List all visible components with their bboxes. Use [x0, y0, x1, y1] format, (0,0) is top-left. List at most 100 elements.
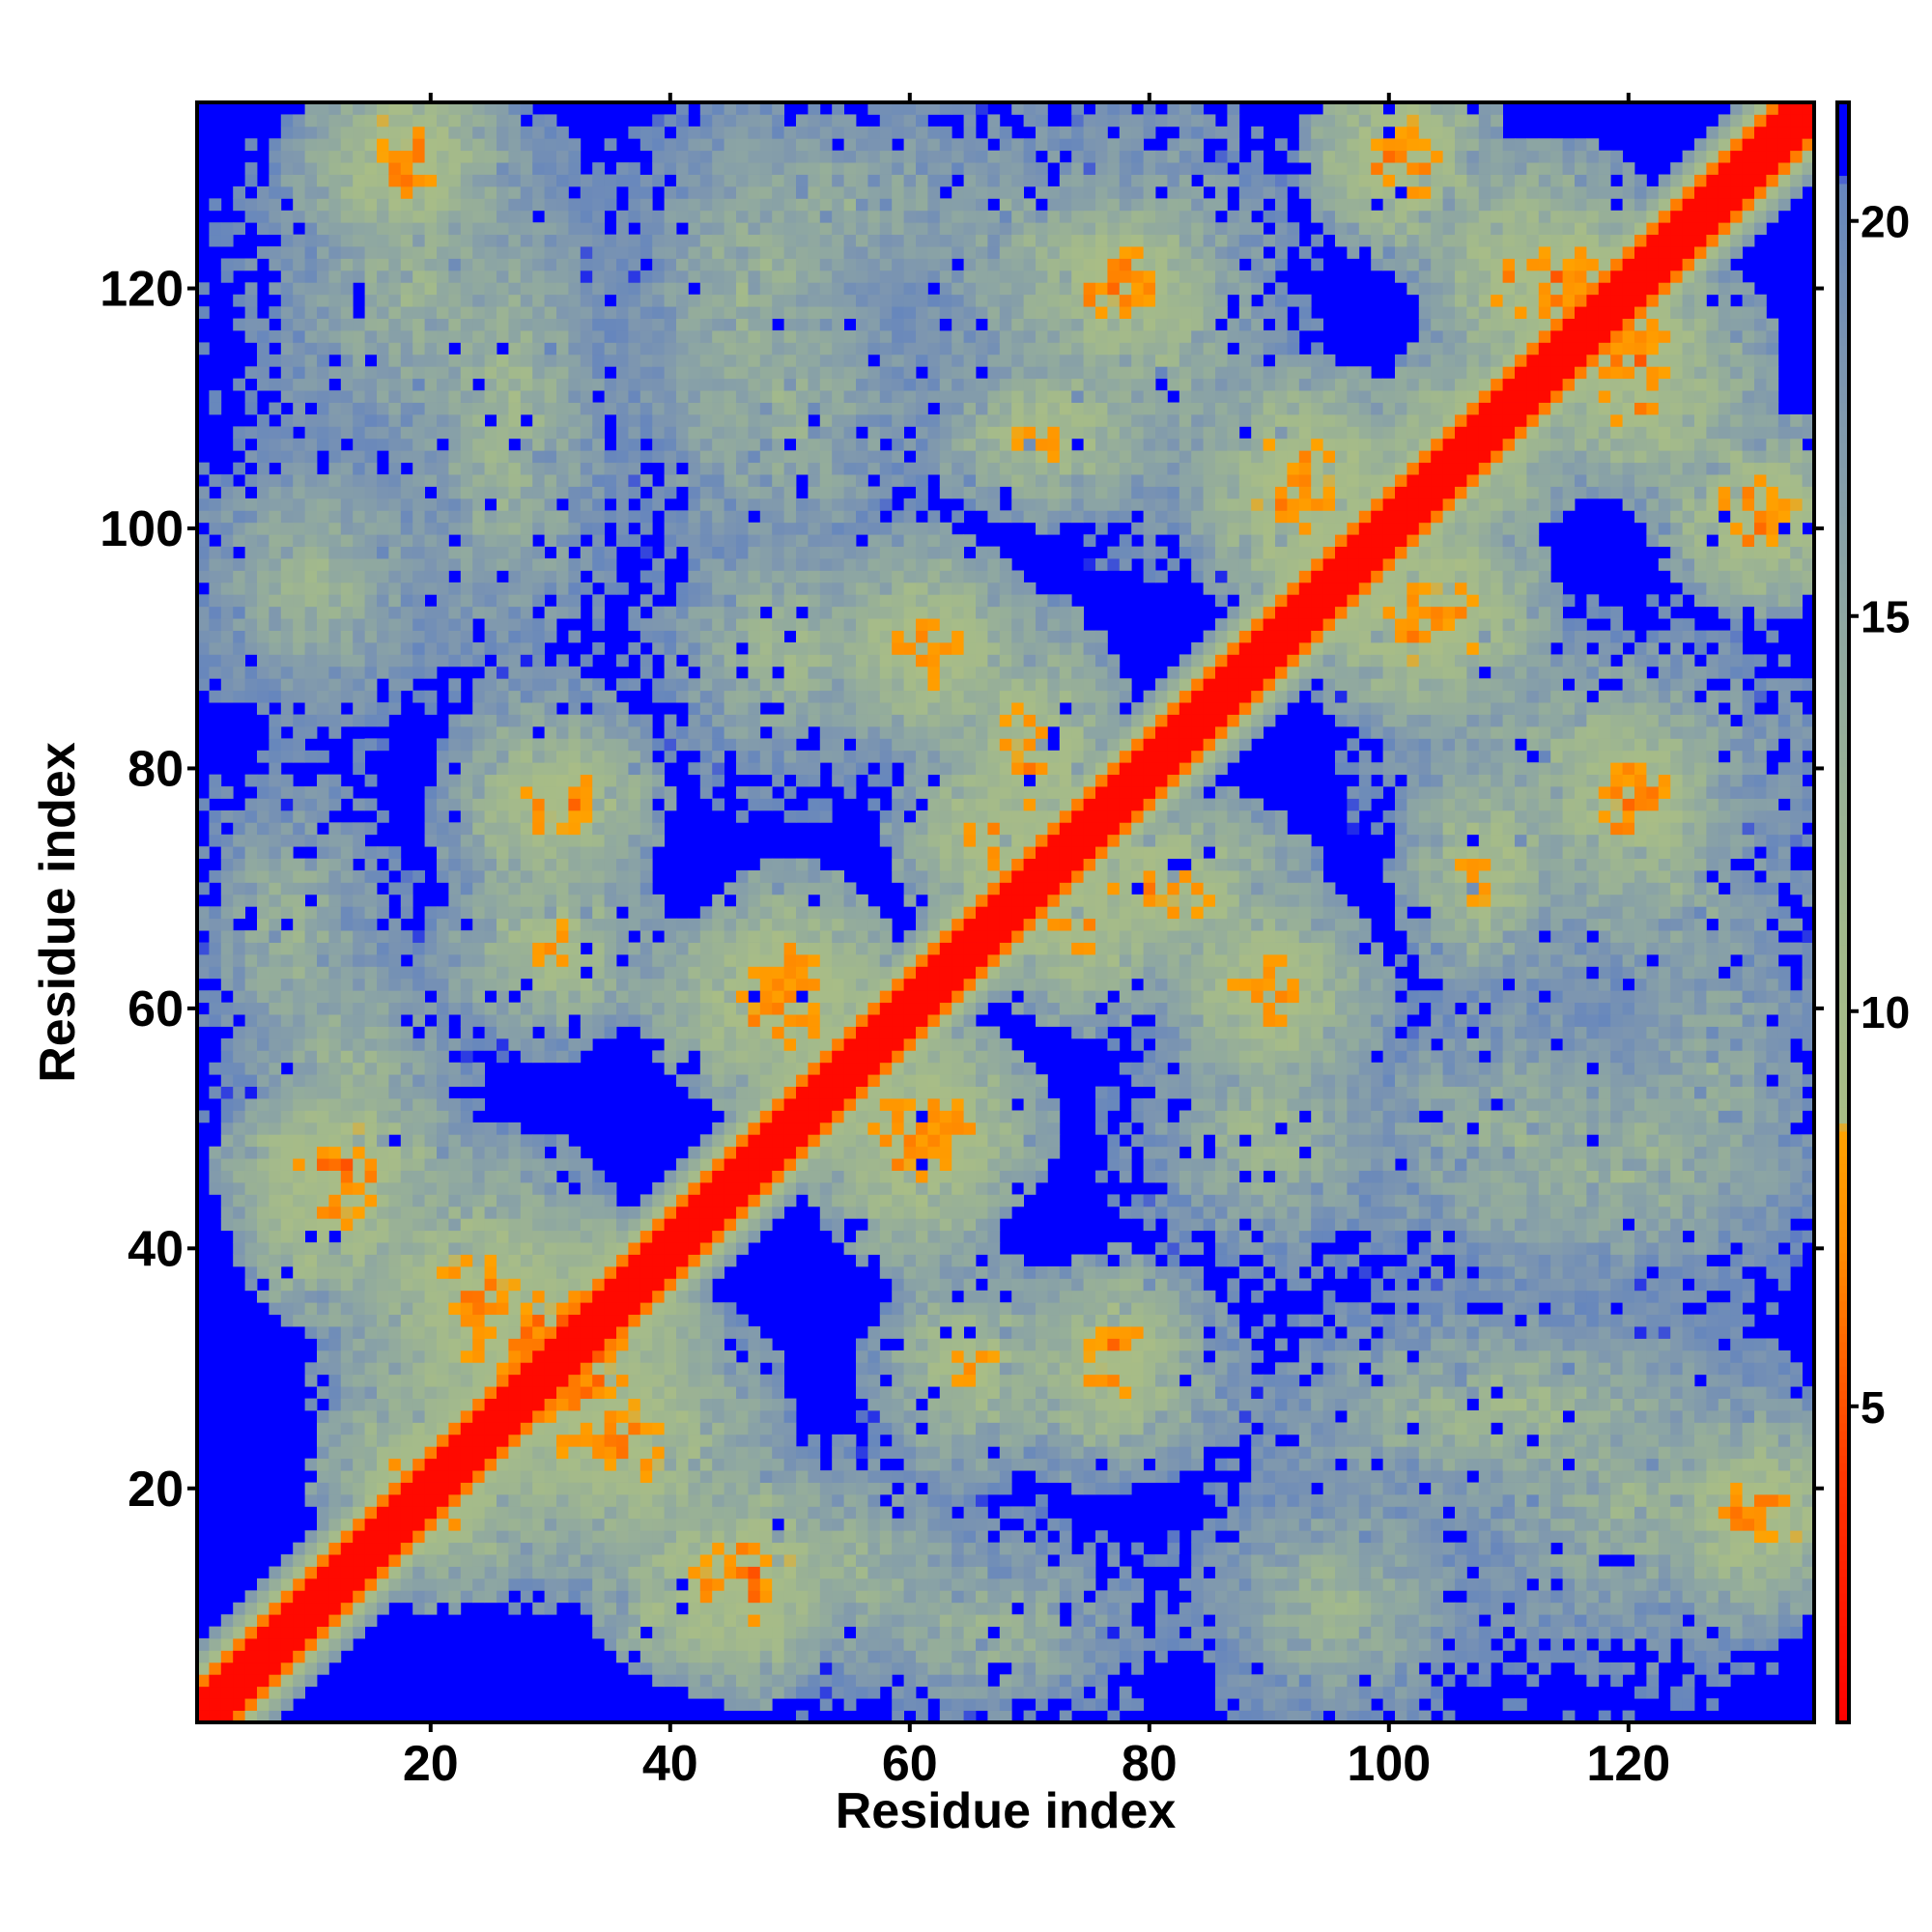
heatmap-cell	[688, 210, 701, 223]
heatmap-cell	[460, 1002, 473, 1015]
heatmap-cell	[688, 1350, 701, 1363]
heatmap-cell	[317, 522, 329, 535]
heatmap-cell	[628, 294, 641, 307]
heatmap-cell	[412, 966, 425, 980]
heatmap-cell	[400, 870, 413, 883]
heatmap-cell	[736, 606, 749, 619]
heatmap-cell	[532, 1230, 545, 1243]
heatmap-cell	[508, 1122, 522, 1135]
heatmap-cell	[364, 114, 378, 128]
heatmap-cell	[388, 966, 402, 980]
heatmap-cell	[664, 486, 677, 499]
heatmap-cell	[233, 1002, 245, 1015]
heatmap-cell	[328, 1638, 342, 1651]
heatmap-cell	[484, 642, 497, 655]
heatmap-cell	[592, 510, 605, 524]
heatmap-cell	[676, 918, 689, 931]
heatmap-cell	[364, 1386, 378, 1399]
heatmap-cell	[652, 630, 665, 643]
heatmap-cell	[748, 1410, 761, 1423]
heatmap-cell	[364, 1602, 378, 1615]
heatmap-cell	[484, 486, 497, 499]
heatmap-cell	[460, 1482, 473, 1495]
heatmap-cell	[688, 234, 701, 247]
heatmap-cell	[400, 450, 413, 464]
heatmap-cell	[580, 738, 593, 752]
heatmap-cell	[340, 522, 354, 535]
heatmap-cell	[628, 270, 641, 283]
heatmap-cell	[604, 1218, 617, 1232]
heatmap-cell	[759, 1470, 773, 1483]
heatmap-cell	[580, 354, 593, 367]
heatmap-cell	[639, 1614, 653, 1628]
heatmap-cell	[724, 953, 737, 967]
heatmap-cell	[592, 402, 605, 415]
heatmap-cell	[412, 870, 425, 883]
heatmap-cell	[592, 1242, 605, 1255]
heatmap-cell	[448, 953, 462, 967]
heatmap-cell	[364, 1110, 378, 1123]
heatmap-cell	[472, 1074, 485, 1088]
heatmap-cell	[317, 1182, 329, 1195]
heatmap-cell	[400, 882, 413, 895]
heatmap-cell	[364, 582, 378, 595]
heatmap-cell	[424, 270, 438, 283]
heatmap-cell	[676, 1614, 689, 1628]
heatmap-cell	[424, 642, 438, 655]
heatmap-cell	[220, 606, 234, 619]
heatmap-cell	[699, 102, 713, 115]
heatmap-cell	[580, 1602, 593, 1615]
heatmap-cell	[724, 990, 737, 1004]
heatmap-cell	[412, 1170, 425, 1183]
heatmap-cell	[688, 402, 701, 415]
heatmap-cell	[388, 1542, 402, 1555]
heatmap-cell	[317, 678, 329, 692]
heatmap-cell	[592, 1590, 605, 1604]
heatmap-cell	[532, 1314, 545, 1327]
heatmap-cell	[269, 354, 282, 367]
heatmap-cell	[388, 150, 402, 163]
heatmap-cell	[556, 666, 569, 679]
heatmap-cell	[699, 1338, 713, 1351]
heatmap-cell	[688, 1518, 701, 1531]
heatmap-cell	[580, 1458, 593, 1471]
heatmap-cell	[353, 942, 365, 955]
heatmap-cell	[532, 978, 545, 991]
heatmap-cell	[699, 258, 713, 271]
heatmap-cell	[233, 822, 245, 836]
heatmap-cell	[293, 330, 305, 343]
heatmap-cell	[532, 1493, 545, 1507]
heatmap-cell	[280, 942, 294, 955]
heatmap-cell	[628, 402, 641, 415]
heatmap-cell	[269, 594, 282, 608]
heatmap-cell	[317, 810, 329, 823]
heatmap-cell	[280, 1230, 294, 1243]
heatmap-cell	[639, 474, 653, 487]
heatmap-cell	[317, 1602, 329, 1615]
heatmap-cell	[736, 1398, 749, 1411]
heatmap-cell	[340, 426, 354, 440]
heatmap-cell	[197, 906, 210, 920]
heatmap-cell	[472, 162, 485, 175]
heatmap-cell	[568, 342, 582, 355]
heatmap-cell	[556, 930, 569, 943]
heatmap-cell	[628, 1493, 641, 1507]
heatmap-cell	[580, 1350, 593, 1363]
heatmap-cell	[280, 582, 294, 595]
heatmap-cell	[220, 1170, 234, 1183]
heatmap-cell	[424, 942, 438, 955]
heatmap-cell	[424, 1158, 438, 1171]
heatmap-cell	[400, 1422, 413, 1435]
heatmap-cell	[712, 690, 724, 703]
heatmap-cell	[424, 666, 438, 679]
heatmap-cell	[377, 1242, 389, 1255]
heatmap-cell	[652, 114, 665, 128]
heatmap-cell	[676, 1158, 689, 1171]
heatmap-cell	[400, 642, 413, 655]
heatmap-cell	[736, 426, 749, 440]
heatmap-cell	[364, 1182, 378, 1195]
heatmap-cell	[220, 930, 234, 943]
heatmap-cell	[508, 426, 522, 440]
heatmap-cell	[460, 930, 473, 943]
heatmap-cell	[508, 1518, 522, 1531]
